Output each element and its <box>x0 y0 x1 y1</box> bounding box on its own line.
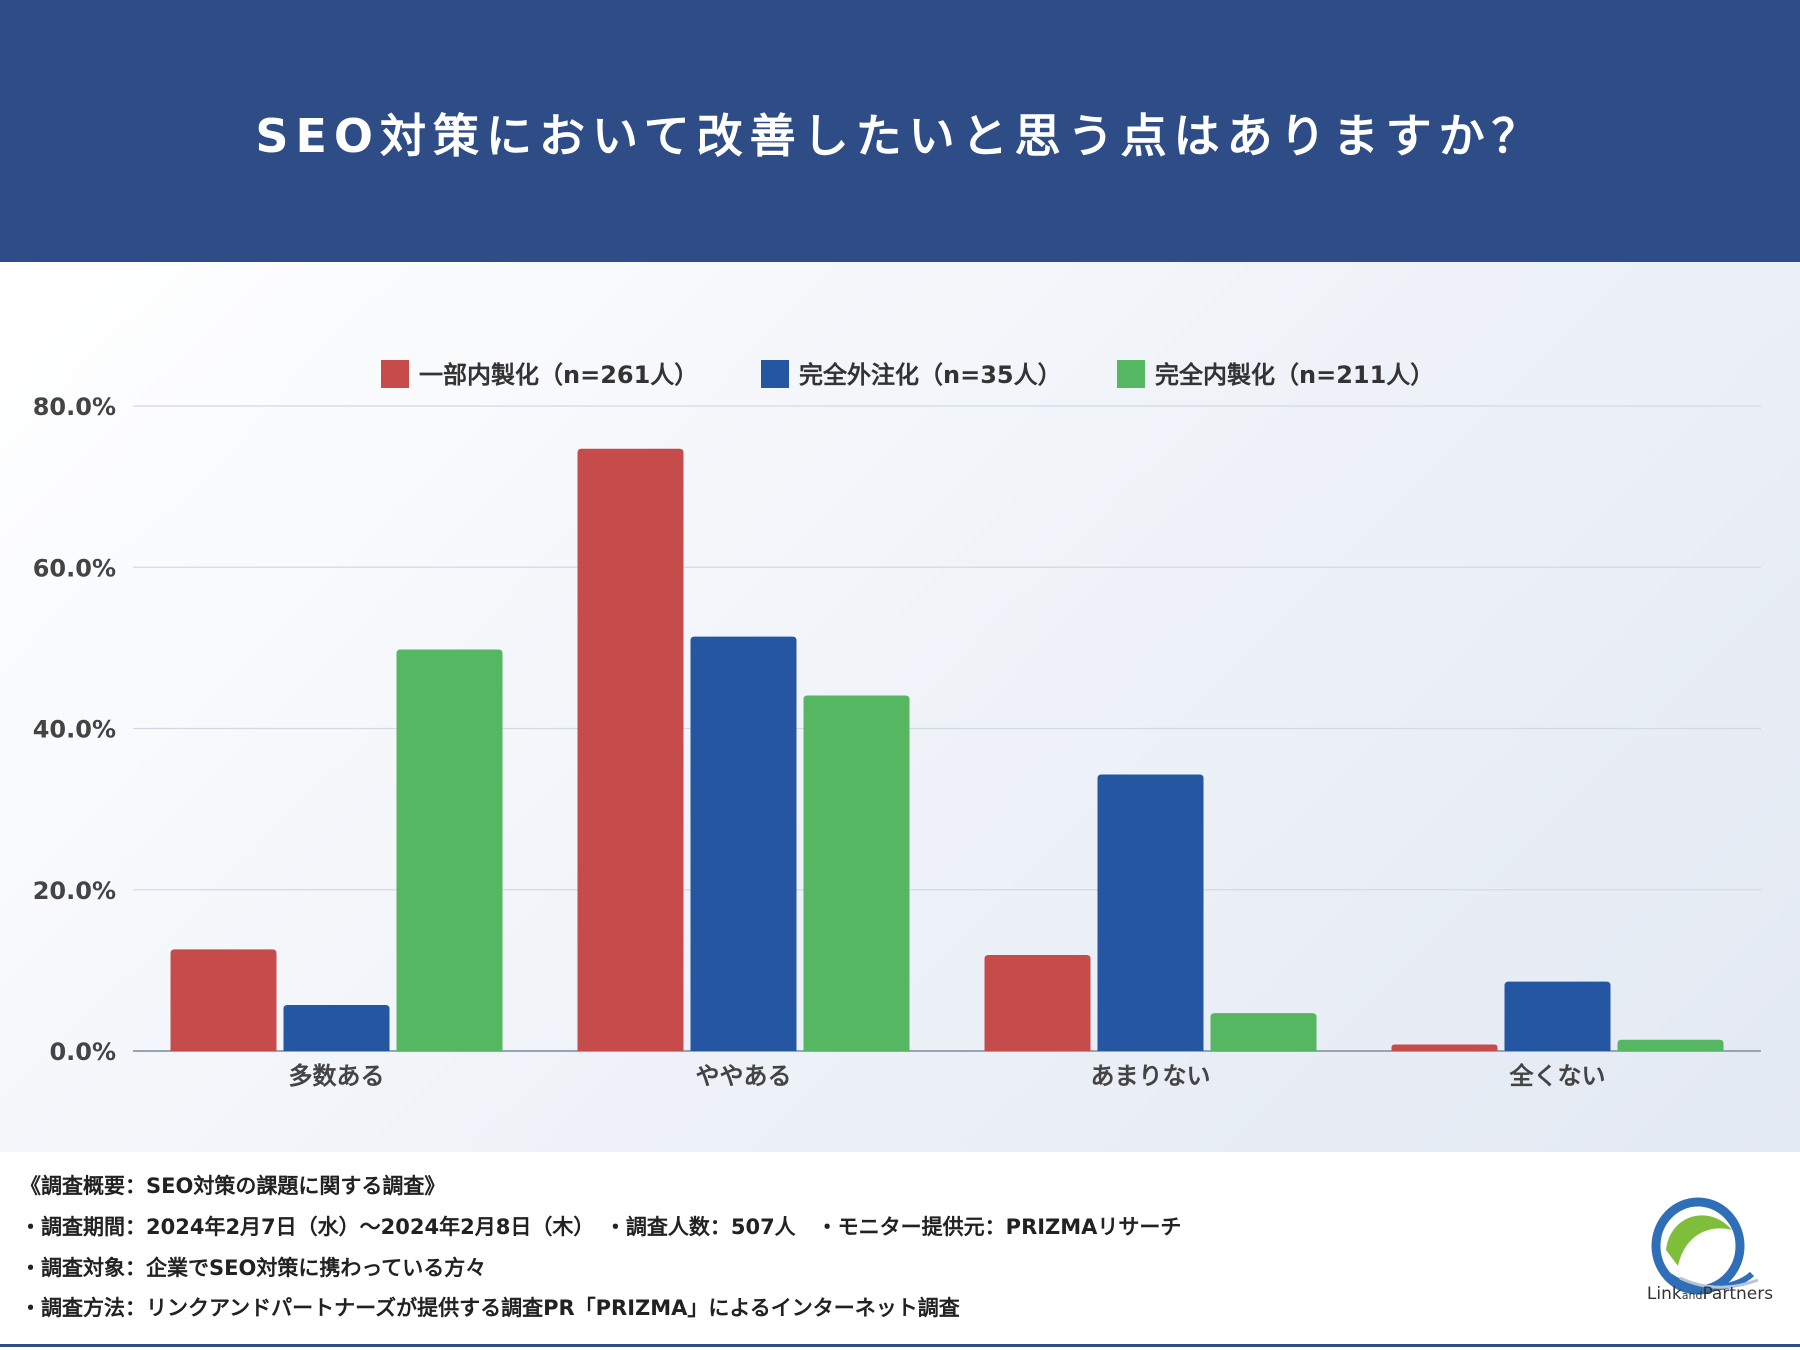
logo-text-main: Link <box>1646 1284 1682 1304</box>
bar <box>1210 1013 1317 1051</box>
bar <box>396 649 503 1051</box>
bar <box>690 636 797 1051</box>
bar <box>1391 1044 1498 1051</box>
x-category-label: 全くない <box>1509 1062 1606 1090</box>
survey-target-line: ・調査対象：企業でSEO対策に携わっている方々 <box>20 1256 487 1280</box>
y-tick-label: 60.0% <box>33 554 116 582</box>
survey-summary-title: 《調査概要：SEO対策の課題に関する調査》 <box>20 1174 446 1198</box>
logo-text-small: and <box>1681 1289 1703 1302</box>
logo-text-end: Partners <box>1702 1284 1774 1304</box>
legend-swatch <box>381 360 409 388</box>
footer-divider <box>0 1344 1800 1347</box>
bar <box>803 695 910 1051</box>
bar <box>1097 774 1204 1051</box>
y-tick-label: 80.0% <box>33 393 116 421</box>
company-logo-text: LinkandPartners <box>1640 1284 1780 1304</box>
y-tick-label: 20.0% <box>33 877 116 905</box>
x-category-label: 多数ある <box>289 1062 385 1090</box>
y-tick-label: 40.0% <box>33 716 116 744</box>
chart-area: 0.0% 20.0% 40.0% 60.0% 80.0% 多数ある ややある あまりない 全くな… <box>0 262 1800 1152</box>
bar <box>1617 1039 1724 1051</box>
bar <box>170 949 277 1051</box>
y-tick-label: 0.0% <box>49 1038 116 1066</box>
bar <box>984 955 1091 1051</box>
legend-label: 完全内製化（n=211人） <box>1155 361 1434 389</box>
bar <box>577 448 684 1051</box>
legend-label: 一部内製化（n=261人） <box>419 361 698 389</box>
survey-footer: 《調査概要：SEO対策の課題に関する調査》 ・調査期間：2024年2月7日（水）… <box>0 1152 1800 1350</box>
bar <box>283 1005 390 1051</box>
legend-swatch <box>1117 360 1145 388</box>
company-logo-icon <box>1651 1197 1759 1295</box>
survey-method-line: ・調査方法：リンクアンドパートナーズが提供する調査PR「PRIZMA」によるイン… <box>20 1296 960 1320</box>
header-banner: SEO対策において改善したいと思う点はありますか？ <box>0 0 1800 262</box>
legend-swatch <box>761 360 789 388</box>
bar <box>1504 981 1611 1051</box>
legend-label: 完全外注化（n=35人） <box>799 361 1062 389</box>
survey-period-line: ・調査期間：2024年2月7日（水）〜2024年2月8日（木） ・調査人数：50… <box>20 1215 1182 1239</box>
page-title: SEO対策において改善したいと思う点はありますか？ <box>255 109 1545 163</box>
x-category-label: あまりない <box>1091 1062 1211 1090</box>
x-category-label: ややある <box>696 1062 792 1090</box>
bar-chart: 0.0% 20.0% 40.0% 60.0% 80.0% 多数ある ややある あまりない 全くな… <box>33 360 1761 1090</box>
